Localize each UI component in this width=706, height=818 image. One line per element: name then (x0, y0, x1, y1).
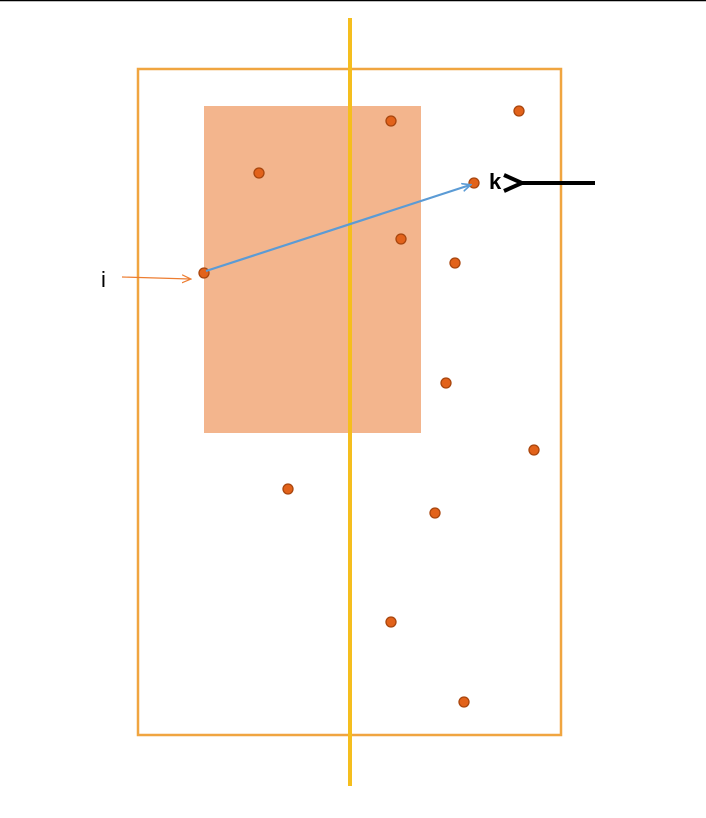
point (440, 377, 452, 389)
vector-i-to-k (205, 185, 470, 273)
point (385, 115, 397, 127)
point (429, 507, 441, 519)
label-i: i (101, 267, 106, 292)
point (395, 233, 407, 245)
points-group (198, 105, 540, 708)
point (385, 616, 397, 628)
pointer-to-i (121, 277, 190, 279)
point (282, 483, 294, 495)
point (458, 696, 470, 708)
query-rectangle (204, 106, 421, 433)
point (513, 105, 525, 117)
point (528, 444, 540, 456)
point (449, 257, 461, 269)
point-k (468, 177, 480, 189)
point (253, 167, 265, 179)
label-k: k (489, 169, 502, 194)
